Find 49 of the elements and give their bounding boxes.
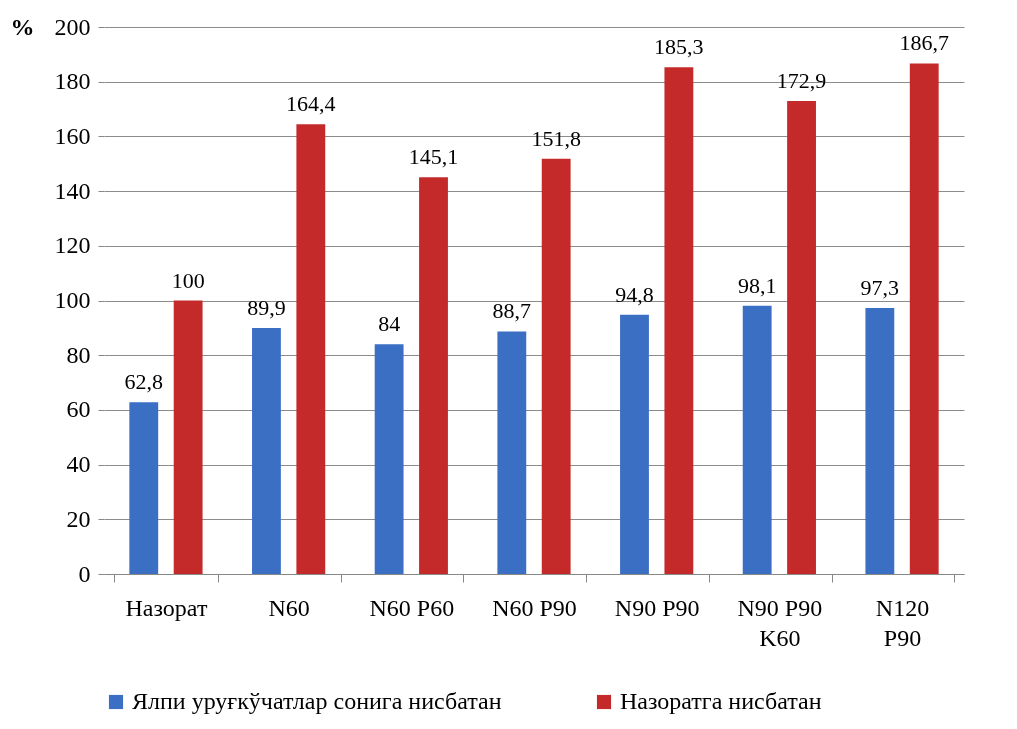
bar — [865, 307, 895, 574]
bar — [620, 314, 649, 574]
x-tick-label: N90 P90 — [614, 594, 700, 621]
data-label: 62,8 — [124, 369, 164, 395]
data-label: 97,3 — [860, 274, 900, 300]
y-tick-label: 180 — [54, 68, 91, 95]
bar — [374, 344, 404, 574]
bar — [541, 158, 571, 574]
y-tick-label: 20 — [66, 505, 91, 532]
y-tick-label: 100 — [54, 287, 91, 313]
data-label: 172,9 — [776, 68, 827, 94]
x-tick-label: N60 P90 — [492, 594, 577, 621]
data-label: 98,1 — [737, 272, 777, 298]
bar — [296, 124, 326, 574]
bar — [129, 402, 159, 574]
y-axis-title: % — [10, 13, 35, 40]
bar — [173, 300, 203, 574]
bar — [909, 63, 939, 574]
data-label: 186,7 — [899, 30, 949, 56]
x-tick-label: N60 — [268, 594, 310, 621]
y-tick-label: 0 — [78, 560, 91, 587]
data-label: 185,3 — [654, 34, 704, 60]
x-tick-label: Назорат — [125, 594, 208, 621]
legend-label: Ялпи уруғкўчатлар сонига нисбатан — [132, 688, 502, 714]
legend-label: Назоратга нисбатан — [620, 688, 822, 714]
y-tick-label: 120 — [54, 232, 91, 259]
x-tick-label: N90 P90 K60 — [737, 594, 823, 651]
y-tick-label: 160 — [54, 122, 91, 149]
bar — [742, 305, 772, 574]
data-label: 84 — [378, 311, 401, 337]
data-label: 89,9 — [247, 295, 286, 321]
bar — [252, 328, 281, 574]
bar — [497, 331, 527, 574]
data-label: 100 — [171, 267, 205, 293]
x-tick-label: N60 P60 — [369, 594, 455, 621]
data-label: 164,4 — [286, 91, 336, 117]
bar — [787, 101, 816, 574]
data-label: 88,7 — [492, 298, 532, 324]
bar — [664, 67, 694, 574]
y-tick-label: 60 — [66, 396, 91, 423]
y-tick-label: 40 — [66, 451, 91, 478]
data-label: 94,8 — [615, 281, 654, 307]
bar — [419, 177, 448, 574]
data-label: 151,8 — [531, 125, 581, 151]
y-tick-label: 200 — [54, 13, 91, 40]
x-tick-label: N120 P90 — [875, 594, 930, 651]
data-label: 145,1 — [408, 144, 459, 170]
y-tick-label: 80 — [66, 341, 91, 368]
y-tick-label: 140 — [54, 177, 91, 204]
